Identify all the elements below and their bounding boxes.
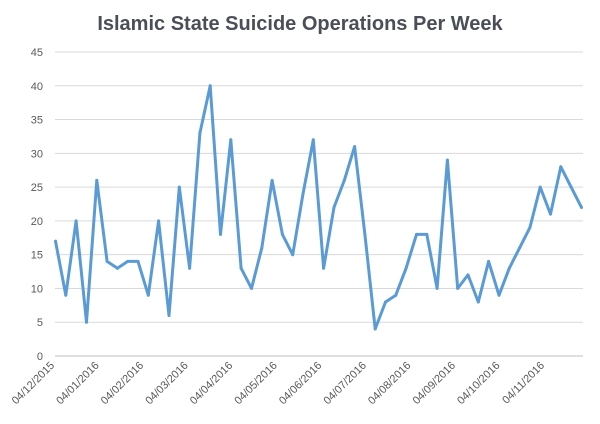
y-axis-ticks: 0 5 10 15 20 25 30 35 40 45	[31, 47, 43, 363]
y-tick-label: 0	[37, 351, 43, 363]
data-point	[394, 293, 398, 297]
data-point	[250, 286, 253, 290]
series-line	[54, 84, 583, 331]
x-tick-label: 04/12/2015	[10, 360, 57, 407]
y-tick-label: 40	[31, 81, 43, 93]
data-point	[507, 266, 511, 270]
data-point	[384, 300, 387, 304]
y-tick-label: 35	[31, 115, 43, 127]
data-point	[363, 232, 367, 236]
data-point	[373, 327, 377, 331]
data-point	[136, 259, 140, 263]
data-point	[280, 232, 284, 236]
x-axis-ticks: 04/12/201504/01/201604/02/201604/03/2016…	[10, 360, 547, 407]
data-point	[518, 246, 522, 250]
y-tick-label: 30	[31, 148, 43, 160]
data-point	[415, 232, 418, 236]
x-tick-label: 04/08/2016	[366, 360, 413, 407]
x-tick-label: 04/06/2016	[277, 360, 324, 407]
data-point	[497, 293, 501, 297]
data-point	[466, 273, 470, 277]
data-point	[332, 205, 336, 209]
x-tick-label: 04/03/2016	[143, 360, 190, 407]
data-point	[528, 226, 532, 230]
data-point	[115, 266, 119, 270]
data-point	[126, 259, 130, 263]
data-point	[425, 232, 429, 236]
data-point	[445, 158, 449, 162]
data-point	[74, 219, 78, 223]
y-tick-label: 5	[37, 317, 43, 329]
data-point	[239, 266, 243, 270]
data-point	[353, 145, 357, 149]
data-point	[85, 320, 88, 324]
x-tick-label: 04/01/2016	[54, 360, 101, 407]
series	[54, 84, 583, 331]
data-point	[476, 300, 480, 304]
data-point	[291, 253, 295, 257]
data-point	[208, 84, 212, 88]
data-point	[64, 293, 68, 297]
data-point	[322, 266, 326, 270]
data-point	[95, 178, 99, 182]
data-point	[157, 219, 161, 223]
x-tick-label: 04/05/2016	[232, 360, 279, 407]
data-point	[219, 232, 222, 236]
data-point	[105, 259, 109, 263]
data-point	[569, 185, 573, 189]
data-point	[229, 138, 233, 142]
data-point	[342, 178, 346, 182]
data-point	[198, 131, 202, 135]
x-tick-label: 04/11/2016	[500, 360, 547, 407]
x-tick-label: 04/02/2016	[99, 360, 146, 407]
data-point	[54, 239, 57, 243]
x-tick-label: 04/10/2016	[455, 360, 502, 407]
data-point	[301, 192, 305, 196]
data-point	[559, 165, 563, 169]
data-point	[188, 266, 192, 270]
data-point	[435, 286, 439, 290]
data-point	[146, 293, 150, 297]
data-point	[311, 138, 315, 142]
data-point	[487, 259, 491, 263]
y-tick-label: 20	[31, 216, 43, 228]
y-tick-label: 25	[31, 182, 43, 194]
data-point	[260, 246, 264, 250]
chart-title: Islamic State Suicide Operations Per Wee…	[97, 13, 503, 35]
data-point	[549, 212, 552, 216]
data-point	[167, 314, 171, 317]
data-point	[404, 266, 408, 270]
x-tick-label: 04/09/2016	[411, 360, 458, 407]
data-point	[580, 205, 583, 209]
y-tick-label: 15	[31, 250, 43, 262]
y-tick-label: 10	[31, 283, 43, 295]
data-point	[177, 185, 181, 189]
x-tick-label: 04/04/2016	[188, 360, 235, 407]
y-tick-label: 45	[31, 47, 43, 59]
data-point	[456, 286, 460, 290]
data-point	[270, 178, 274, 182]
x-tick-label: 04/07/2016	[322, 360, 369, 407]
data-point	[538, 185, 542, 189]
